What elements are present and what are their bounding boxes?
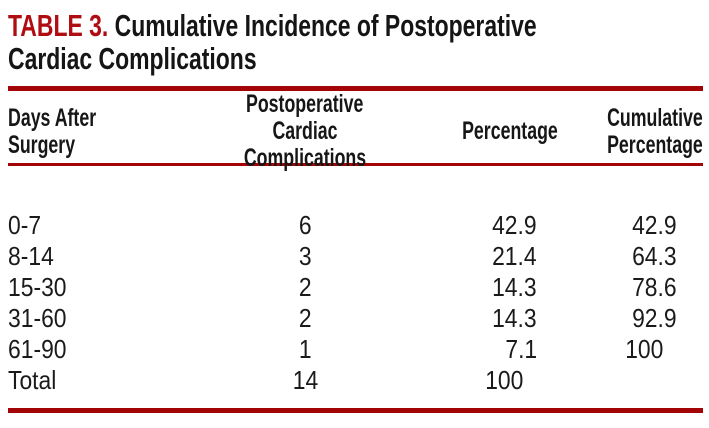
cell-value: 14.3 — [492, 272, 537, 302]
cell-value: 100 — [484, 365, 523, 395]
table-row-total: Total 14 100 — [0, 365, 709, 396]
table-cell-cumulative: 92.9 — [558, 303, 703, 334]
column-header-line: Surgery — [8, 130, 76, 159]
column-header-line: Percentage — [462, 117, 558, 145]
table-cell-complications: 6 — [180, 210, 430, 241]
table-header-row: Days After Surgery Postoperative Cardiac… — [0, 91, 709, 172]
table-rule-top — [8, 86, 703, 91]
cell-value: 1 — [298, 334, 312, 364]
table-number-label: TABLE 3. — [8, 8, 109, 43]
column-header-line: Days After — [8, 103, 97, 132]
cell-value: 0-7 — [8, 210, 42, 240]
cell-value: 2 — [298, 303, 312, 333]
table-cell-percentage: 100 — [430, 365, 558, 396]
table-row: 15-30 2 14.3 78.6 — [0, 272, 709, 303]
column-header-line: Cardiac Complications — [243, 117, 367, 172]
table-cell-complications: 2 — [180, 272, 430, 303]
table-cell-complications: 3 — [180, 241, 430, 272]
table-cell-percentage: 21.4 — [430, 241, 558, 272]
cell-value: 14 — [292, 365, 318, 395]
table-rule-bottom — [8, 408, 703, 413]
table-cell-complications: 1 — [180, 334, 430, 365]
cell-value: 3 — [298, 241, 312, 271]
cell-value: 6 — [298, 210, 312, 240]
cell-value: 7.1 — [505, 334, 537, 364]
table-row: 8-14 3 21.4 64.3 — [0, 241, 709, 272]
table-cell-days: 15-30 — [8, 272, 180, 303]
cell-value: 92.9 — [632, 303, 677, 333]
cell-value: 2 — [298, 272, 312, 302]
column-header-postoperative-cardiac-complications: Postoperative Cardiac Complications — [180, 91, 430, 172]
cell-value: Total — [8, 365, 57, 395]
cell-value: 15-30 — [8, 272, 67, 302]
table-cell-cumulative: 100 — [558, 334, 703, 365]
cell-value: 64.3 — [632, 241, 677, 271]
table-cell-cumulative: 42.9 — [558, 210, 703, 241]
table-cell-days: 61-90 — [8, 334, 180, 365]
table-cell-days: 31-60 — [8, 303, 180, 334]
cell-value: 61-90 — [8, 334, 67, 364]
table-title-text: Cumulative Incidence of Postoperative — [114, 8, 537, 43]
table-cell-complications: 2 — [180, 303, 430, 334]
cell-value: 21.4 — [492, 241, 537, 271]
table-title: TABLE 3. Cumulative Incidence of Postope… — [8, 9, 701, 75]
table-row: 61-90 1 7.1 100 — [0, 334, 709, 365]
table-cell-days: 8-14 — [8, 241, 180, 272]
column-header-line: Cumulative — [607, 103, 703, 132]
table-cell-cumulative: 78.6 — [558, 272, 703, 303]
column-header-cumulative-percentage: Cumulative Percentage — [558, 91, 703, 172]
table-cell-percentage: 14.3 — [430, 303, 558, 334]
column-header-days-after-surgery: Days After Surgery — [8, 91, 180, 172]
table-cell-days: 0-7 — [8, 210, 180, 241]
table-row: 0-7 6 42.9 42.9 — [0, 210, 709, 241]
cell-value: 14.3 — [492, 303, 537, 333]
table-title-line2: Cardiac Complications — [8, 42, 701, 75]
cell-value: 42.9 — [632, 210, 677, 240]
table-cell-complications: 14 — [180, 365, 430, 396]
paper-table-figure: TABLE 3. Cumulative Incidence of Postope… — [0, 9, 709, 428]
table-cell-percentage: 7.1 — [430, 334, 558, 365]
table-body: 0-7 6 42.9 42.9 8-14 3 21.4 64.3 15-30 2… — [0, 166, 709, 396]
cell-value: 31-60 — [8, 303, 67, 333]
table-cell-cumulative: 64.3 — [558, 241, 703, 272]
cell-value: 78.6 — [632, 272, 677, 302]
table-cell-days: Total — [8, 365, 180, 396]
cell-value: 8-14 — [8, 241, 54, 271]
cell-value: 42.9 — [492, 210, 537, 240]
cell-value: 100 — [624, 334, 663, 364]
table-title-line1: TABLE 3. Cumulative Incidence of Postope… — [8, 9, 701, 42]
table-cell-percentage: 42.9 — [430, 210, 558, 241]
column-header-line: Percentage — [607, 130, 703, 159]
column-header-percentage: Percentage — [430, 91, 558, 172]
column-header-line: Postoperative — [246, 90, 364, 118]
table-row: 31-60 2 14.3 92.9 — [0, 303, 709, 334]
table-cell-percentage: 14.3 — [430, 272, 558, 303]
table-cell-cumulative — [558, 365, 703, 396]
table-title-text-line2: Cardiac Complications — [8, 41, 257, 76]
table-rule-header-bottom — [8, 163, 703, 166]
